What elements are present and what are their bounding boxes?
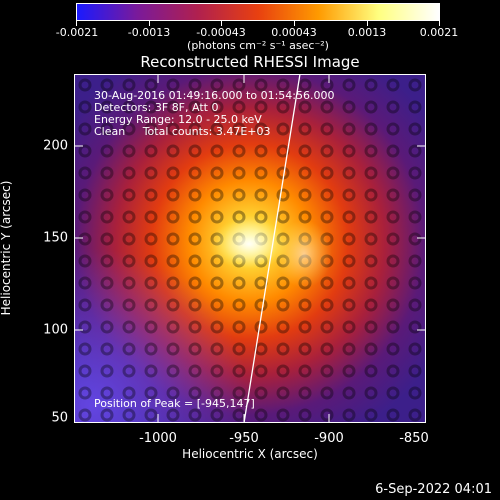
y-tick-label: 150 (43, 230, 68, 246)
plot-frame (74, 74, 426, 423)
colorbar-unit-label: (photons cm⁻² s⁻¹ asec⁻²) (187, 39, 329, 52)
x-tick-label: -950 (229, 431, 259, 446)
annotation-clean: Clean Total counts: 3.47E+03 (94, 125, 271, 138)
colorbar-tick (367, 21, 368, 26)
y-tick-label: 100 (43, 322, 68, 338)
colorbar-tick-label: -0.0021 (55, 26, 99, 39)
colorbar-tick-label: -0.0013 (127, 26, 171, 39)
colorbar-tick (439, 21, 440, 26)
colorbar-tick-label: 0.0013 (347, 26, 387, 39)
colorbar-tick-label: -0.00043 (196, 26, 246, 39)
colorbar-tick (76, 21, 77, 26)
date-stamp: 6-Sep-2022 04:01 (375, 482, 492, 497)
colorbar-tick-label: 0.0021 (419, 26, 459, 39)
colorbar-tick (294, 21, 295, 26)
y-axis-label: Heliocentric Y (arcsec) (0, 180, 13, 316)
x-tick-label: -1000 (139, 431, 177, 446)
annotation-peak: Position of Peak = [-945,147] (94, 397, 255, 410)
y-tick-label: 200 (43, 138, 68, 154)
annotation-detectors: Detectors: 3F 8F, Att 0 (94, 101, 219, 114)
colorbar-tick-label: 0.00043 (271, 26, 317, 39)
colorbar (76, 3, 440, 21)
x-axis-label: Heliocentric X (arcsec) (182, 447, 318, 461)
x-tick-label: -900 (314, 431, 344, 446)
bright-spot (209, 219, 289, 269)
bright-spot (276, 220, 332, 288)
x-tick-label: -850 (399, 431, 429, 446)
limb-line (243, 74, 301, 423)
rhessi-image (74, 74, 426, 423)
colorbar-tick (149, 21, 150, 26)
annotation-time-range: 30-Aug-2016 01:49:16.000 to 01:54:56.000 (94, 89, 335, 102)
image-title: Reconstructed RHESSI Image (140, 53, 360, 71)
annotation-energy: Energy Range: 12.0 - 25.0 keV (94, 113, 262, 126)
colorbar-tick (221, 21, 222, 26)
y-tick-label: 50 (51, 410, 68, 426)
